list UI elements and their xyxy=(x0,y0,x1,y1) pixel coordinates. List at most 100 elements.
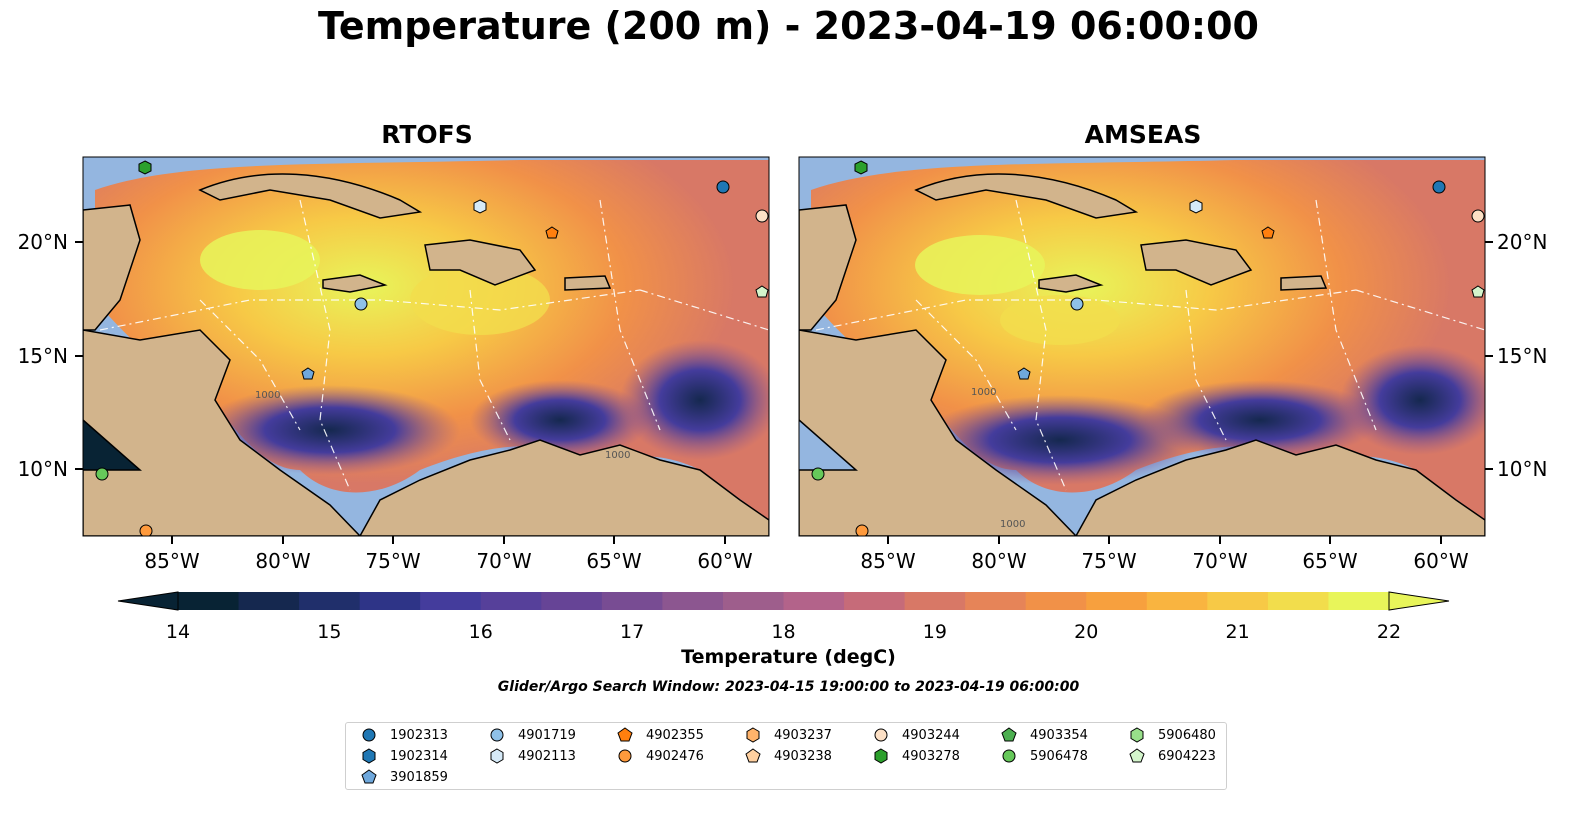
yucatan-land xyxy=(799,204,857,331)
float-marker-4903244 xyxy=(1471,209,1485,223)
lon-tick-label: 85°W xyxy=(860,549,915,573)
legend-label: 4903238 xyxy=(774,748,832,764)
eez-boundaries xyxy=(99,199,769,491)
yucatan-land xyxy=(83,204,141,331)
colorbar-ticks: 14 15 16 17 18 19 20 21 22 xyxy=(166,621,1401,643)
legend-label: 5906478 xyxy=(1030,748,1088,764)
float-marker-4902476 xyxy=(139,524,153,536)
cool-anomaly xyxy=(1340,345,1485,455)
lon-tick-label: 60°W xyxy=(697,549,752,573)
central-america-land xyxy=(799,329,1078,536)
colorbar-segment xyxy=(662,592,724,610)
colorbar-tick-label: 19 xyxy=(923,621,947,643)
float-marker-4902355 xyxy=(1261,226,1275,239)
legend-hexagon-icon xyxy=(746,727,760,743)
contour-label: 1000 xyxy=(971,387,996,398)
lat-tick-label: 20°N xyxy=(18,230,68,254)
legend-item: 4903354 xyxy=(1000,725,1088,745)
legend-label: 4902355 xyxy=(646,727,704,743)
colorbar-segments xyxy=(178,592,1390,610)
colorbar-segment xyxy=(1025,592,1087,610)
lat-tick-label: 10°N xyxy=(1497,457,1547,481)
legend-pentagon-icon xyxy=(1001,727,1017,742)
jamaica-land xyxy=(1038,274,1104,293)
colorbar-segment xyxy=(178,592,240,610)
legend-item: 3901859 xyxy=(360,767,448,787)
lon-tick-label: 65°W xyxy=(1302,549,1357,573)
figure-title: Temperature (200 m) - 2023-04-19 06:00:0… xyxy=(317,4,1259,48)
rtofs-map: 1000 1000 xyxy=(83,157,769,536)
colorbar-segment xyxy=(1328,592,1390,610)
colorbar: 14 15 16 17 18 19 20 21 22 xyxy=(117,591,1450,643)
search-window-note: Glider/Argo Search Window: 2023-04-15 19… xyxy=(497,679,1080,695)
legend-item: 1902314 xyxy=(360,746,448,766)
legend-label: 4903278 xyxy=(902,748,960,764)
lon-tick-label: 70°W xyxy=(1192,549,1247,573)
legend-label: 4903244 xyxy=(902,727,960,743)
legend-item: 4903244 xyxy=(872,725,960,745)
float-marker-6904223 xyxy=(755,285,769,298)
colorbar-segment xyxy=(783,592,845,610)
cool-anomaly xyxy=(920,395,1200,485)
lon-tick-label: 75°W xyxy=(1081,549,1136,573)
cuba-land xyxy=(198,173,423,219)
lon-tick-label: 80°W xyxy=(255,549,310,573)
colorbar-segment xyxy=(904,592,966,610)
amseas-map-frame xyxy=(798,156,1486,537)
axis-ticks xyxy=(75,241,1493,544)
legend-item: 4903278 xyxy=(872,746,960,766)
eez-boundaries xyxy=(815,199,1485,491)
float-marker-4901719 xyxy=(354,297,368,311)
hispaniola-land xyxy=(424,239,537,286)
lon-tick-label: 60°W xyxy=(1413,549,1468,573)
colorbar-segment xyxy=(480,592,542,610)
colorbar-tick-label: 21 xyxy=(1226,621,1250,643)
colorbar-segment xyxy=(844,592,906,610)
legend-item: 4902113 xyxy=(488,746,576,766)
legend-circle-icon xyxy=(1002,749,1016,763)
colorbar-segment xyxy=(238,592,300,610)
legend-hexagon-icon xyxy=(1130,727,1144,743)
legend-item: 1902313 xyxy=(360,725,448,745)
colorbar-segment xyxy=(722,592,784,610)
rtofs-map-frame xyxy=(82,156,770,537)
float-marker-3901859 xyxy=(1017,367,1031,380)
lat-tick-label: 15°N xyxy=(18,344,68,368)
lon-tick-label: 80°W xyxy=(971,549,1026,573)
colorbar-segment xyxy=(1146,592,1208,610)
puerto-rico-land xyxy=(564,275,612,291)
float-marker-4903278 xyxy=(854,160,868,175)
float-marker-4902476 xyxy=(855,524,869,536)
contour-label: 1000 xyxy=(605,450,630,461)
legend-label: 4903237 xyxy=(774,727,832,743)
legend-label: 4903354 xyxy=(1030,727,1088,743)
colorbar-segment xyxy=(541,592,603,610)
float-marker-4902113 xyxy=(1189,199,1203,214)
legend-item: 5906478 xyxy=(1000,746,1088,766)
colorbar-tick-label: 14 xyxy=(166,621,190,643)
legend-pentagon-icon xyxy=(745,748,761,763)
float-marker-5906478 xyxy=(811,467,825,481)
amseas-map: 1000 1000 xyxy=(799,157,1485,536)
puerto-rico-land xyxy=(1280,275,1328,291)
cool-anomaly xyxy=(1140,380,1380,460)
cool-anomaly xyxy=(620,340,769,460)
warm-anomaly xyxy=(200,230,320,290)
legend-label: 1902314 xyxy=(390,748,448,764)
float-legend: 1902313 1902314 3901859 4901719 4902113 49023… xyxy=(345,722,1227,790)
legend-item: 4902355 xyxy=(616,725,704,745)
lat-tick-label: 20°N xyxy=(1497,230,1547,254)
colorbar-tick-label: 22 xyxy=(1377,621,1401,643)
cool-anomaly xyxy=(470,380,650,460)
float-marker-4903244 xyxy=(755,209,769,223)
cuba-land xyxy=(914,173,1139,219)
legend-label: 4902476 xyxy=(646,748,704,764)
colorbar-segment xyxy=(1207,592,1269,610)
legend-label: 3901859 xyxy=(390,769,448,785)
legend-circle-icon xyxy=(362,728,376,742)
colorbar-tick-label: 15 xyxy=(317,621,341,643)
cool-anomaly xyxy=(200,385,460,475)
legend-circle-icon xyxy=(618,749,632,763)
legend-pentagon-icon xyxy=(361,769,377,784)
legend-item: 4901719 xyxy=(488,725,576,745)
